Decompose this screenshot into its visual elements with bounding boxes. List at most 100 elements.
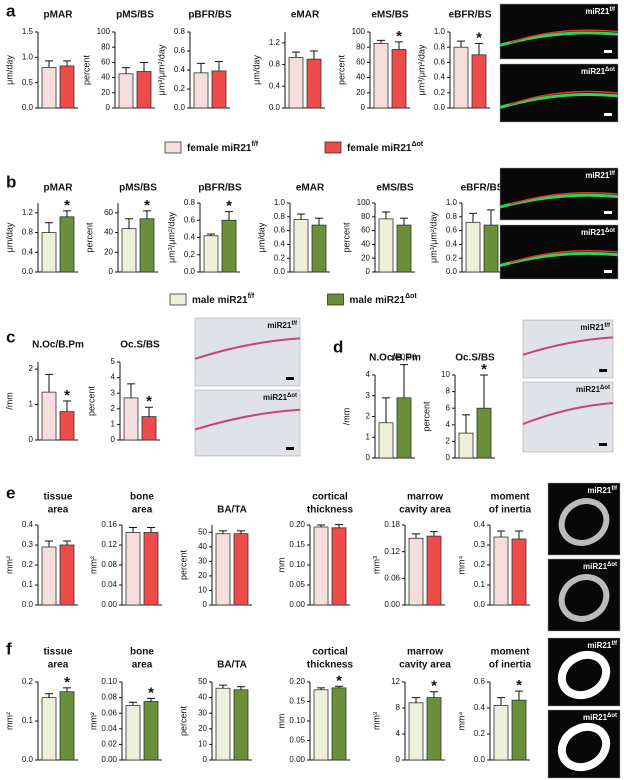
bar-chart: N.Oc/B.Pm/mm 0 1 2 * [4, 340, 84, 444]
bone-section [557, 650, 611, 700]
micrograph: miR21f/f [547, 482, 621, 556]
y-tick-label: 30 [198, 556, 207, 565]
scale-bar [599, 443, 607, 446]
y-tick-label: 0.12 [384, 547, 400, 556]
error-bar [497, 697, 505, 706]
chart-title: area [132, 660, 153, 671]
y-tick-label: 0.8 [22, 228, 34, 237]
y-axis-label: mm³ [371, 556, 381, 574]
y-tick-label: 0.0 [22, 103, 34, 112]
y-tick-label: 0 [203, 755, 208, 764]
bar [203, 235, 219, 273]
y-tick-label: 0.06 [101, 708, 117, 717]
error-bar [45, 540, 53, 547]
bar-chart: marrow cavity area mm³ 0 4 8 12 * [371, 647, 451, 764]
y-axis-label: mm⁴ [456, 711, 466, 730]
image-label: miR21f/f [587, 486, 618, 496]
error-bar [127, 383, 135, 398]
y-tick-label: 30 [198, 708, 207, 717]
image-label: miR21f/f [580, 323, 611, 333]
chart-title: marrow [407, 647, 443, 658]
bar [396, 397, 412, 459]
error-bar [63, 687, 71, 692]
y-tick-label: 40 [356, 73, 365, 82]
chart-title: N.Oc/B.Pm [369, 353, 421, 364]
y-tick-label: 100 [352, 27, 366, 36]
annotation: * [64, 197, 70, 214]
micrograph: miR21f/f [522, 319, 614, 379]
scale-bar [599, 369, 607, 372]
chart-title: area [48, 660, 69, 671]
y-tick-label: 8 [446, 387, 451, 396]
bar-chart: eMS/BS percent 0 20 40 60 80 100 [341, 183, 415, 276]
bar-chart: Oc.S/BS percent 0 2 4 6 8 10 * [421, 353, 495, 462]
y-axis-label: μm³/μm²/day [156, 44, 166, 95]
error-bar [487, 209, 495, 226]
chart-title: eBFR/BS [449, 10, 492, 21]
chart-title: BA/TA [217, 660, 247, 671]
bar-chart: pMAR μm/day 0.0 0.5 1.0 1.5 [4, 10, 78, 112]
y-axis-label: μm³/μm²/day [428, 212, 438, 263]
y-tick-label: 0.12 [101, 540, 117, 549]
bar [125, 532, 141, 606]
chart-title: pMAR [44, 183, 74, 194]
chart-title: eMAR [291, 10, 320, 21]
error-bar [147, 527, 155, 533]
bar-chart: bone area mm² 0.00 0.02 0.04 0.06 0.08 0.10 * [88, 647, 162, 764]
y-tick-label: 2 [446, 437, 451, 446]
y-tick-label: 0.1 [22, 580, 34, 589]
bar [141, 416, 157, 441]
y-tick-label: 0.18 [384, 520, 400, 529]
y-tick-label: 0.00 [101, 755, 117, 764]
y-axis-label: percent [86, 385, 96, 416]
bone-section [558, 574, 610, 622]
legend-sup: Δot [405, 293, 417, 300]
bar [121, 228, 137, 273]
legend-sup: f/f [248, 293, 255, 300]
micrograph: miR21f/f [499, 167, 619, 221]
y-tick-label: 4 [396, 729, 401, 738]
error-bar [292, 51, 300, 58]
image-label-sup: f/f [609, 7, 616, 13]
image-label-sup: Δot [605, 67, 615, 73]
bar-chart: marrow cavity area mm³ 0.00 0.06 0.12 0.18 [371, 492, 451, 609]
error-bar [45, 60, 53, 68]
annotation: p=0.06 [392, 353, 417, 362]
y-axis-label: percent [178, 549, 188, 580]
y-axis-label: mm [276, 558, 286, 573]
y-tick-label: 1.0 [274, 198, 286, 207]
bar [215, 533, 231, 606]
annotation: * [431, 678, 437, 695]
y-tick-label: 0 [361, 103, 366, 112]
y-tick-label: 40 [198, 693, 207, 702]
legend-sup: Δot [411, 141, 423, 148]
error-bar [215, 60, 223, 71]
y-tick-label: 2 [366, 412, 371, 421]
annotation: * [146, 393, 152, 410]
scale-bar [604, 113, 612, 116]
image-label-name: miR21 [585, 7, 610, 16]
bar [215, 687, 231, 761]
y-tick-label: 0.4 [446, 240, 458, 249]
image-label-name: miR21 [585, 171, 610, 180]
error-bar [129, 701, 137, 706]
y-tick-label: 0.0 [274, 267, 286, 276]
legend-name: female miR21 [187, 143, 252, 154]
bar [391, 49, 407, 109]
y-tick-label: 0 [109, 267, 114, 276]
bar-chart: BA/TA percent 0 10 20 30 40 50 [178, 660, 252, 764]
image-label-sup: f/f [611, 486, 618, 492]
bar [59, 216, 75, 273]
y-axis-label: μm/day [256, 222, 266, 252]
chart-title: of inertia [489, 660, 532, 671]
y-axis-label: percent [341, 222, 351, 253]
y-axis-label: percent [336, 54, 346, 85]
y-tick-label: 1.0 [446, 198, 458, 207]
image-label: miR21f/f [267, 321, 298, 331]
y-tick-label: 0.2 [22, 677, 34, 686]
chart-title: moment [491, 647, 531, 658]
y-tick-label: 0.0 [22, 267, 34, 276]
y-tick-label: 60 [104, 208, 113, 217]
y-tick-label: 20 [361, 253, 370, 262]
image-label-sup: Δot [287, 393, 297, 399]
